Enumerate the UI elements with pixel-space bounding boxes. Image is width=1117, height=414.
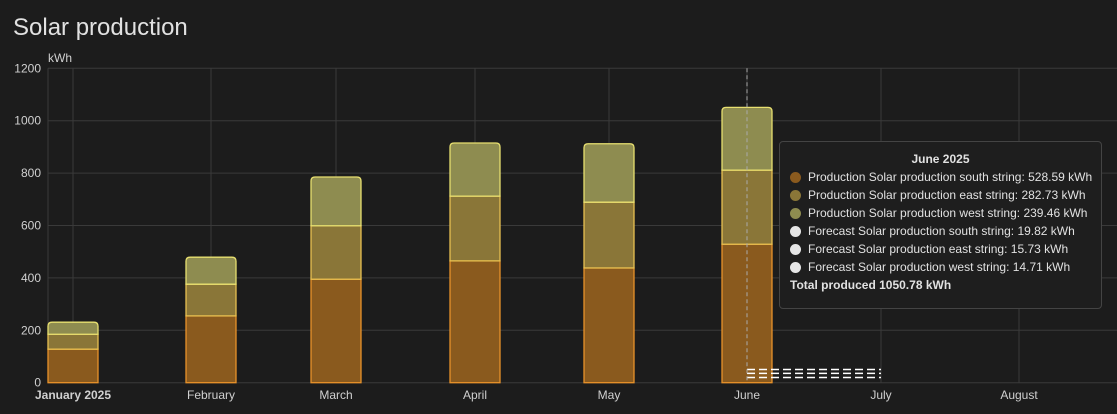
bar-segment xyxy=(583,143,635,203)
tooltip-row: Forecast Solar production west string: 1… xyxy=(790,258,1091,276)
x-tick-label: January 2025 xyxy=(35,388,111,402)
bar-segment xyxy=(47,333,99,350)
x-tick-label: May xyxy=(598,388,621,402)
tooltip-row-label: Forecast Solar production east string: 1… xyxy=(808,242,1069,256)
bar-segment xyxy=(449,195,501,262)
series-dot-icon xyxy=(790,207,801,219)
x-tick-label: February xyxy=(187,388,235,402)
bar-segment xyxy=(47,321,99,335)
tooltip-row-label: Production Solar production south string… xyxy=(808,170,1093,184)
y-axis-unit: kWh xyxy=(48,51,72,65)
x-tick-label: March xyxy=(319,388,352,402)
bar-segment xyxy=(583,201,635,269)
bar-segment xyxy=(185,315,237,384)
tooltip-title: June 2025 xyxy=(911,152,970,166)
bar-segment xyxy=(310,278,362,384)
bar-segment xyxy=(449,142,501,197)
x-tick-label: June xyxy=(734,388,760,402)
chart-tooltip: June 2025 Production Solar production so… xyxy=(779,141,1102,309)
y-tick-label: 200 xyxy=(21,323,41,337)
bar-segment xyxy=(583,267,635,384)
y-tick-label: 0 xyxy=(34,376,41,390)
tooltip-row-label: Forecast Solar production west string: 1… xyxy=(808,260,1071,274)
y-tick-label: 800 xyxy=(21,166,41,180)
tooltip-row-label: Production Solar production west string:… xyxy=(808,206,1088,220)
tooltip-row: Production Solar production east string:… xyxy=(790,186,1091,204)
x-tick-label: April xyxy=(463,388,487,402)
bar-segment xyxy=(47,348,99,384)
series-dot-icon xyxy=(790,171,801,183)
tooltip-row: Forecast Solar production south string: … xyxy=(790,222,1091,240)
series-dot-icon xyxy=(790,189,801,201)
x-tick-label: July xyxy=(870,388,891,402)
x-tick-label: August xyxy=(1000,388,1038,402)
tooltip-row-label: Forecast Solar production south string: … xyxy=(808,224,1075,238)
tooltip-row: Production Solar production west string:… xyxy=(790,204,1091,222)
y-tick-label: 600 xyxy=(21,219,41,233)
y-tick-label: 400 xyxy=(21,271,41,285)
bar-segment xyxy=(310,225,362,280)
tooltip-row: Production Solar production south string… xyxy=(790,168,1093,186)
tooltip-row: Forecast Solar production east string: 1… xyxy=(790,240,1091,258)
bar-segment xyxy=(310,176,362,227)
card-title: Solar production xyxy=(13,14,188,41)
y-tick-label: 1000 xyxy=(14,114,41,128)
tooltip-total: Total produced 1050.78 kWh xyxy=(790,278,952,292)
series-dot-icon xyxy=(790,225,801,237)
bar-segment xyxy=(185,283,237,317)
bar-segment xyxy=(449,260,501,384)
series-dot-icon xyxy=(790,261,801,273)
tooltip-row-label: Production Solar production east string:… xyxy=(808,188,1086,202)
y-tick-label: 1200 xyxy=(14,61,41,75)
series-dot-icon xyxy=(790,243,801,255)
bar-segment xyxy=(185,256,237,285)
